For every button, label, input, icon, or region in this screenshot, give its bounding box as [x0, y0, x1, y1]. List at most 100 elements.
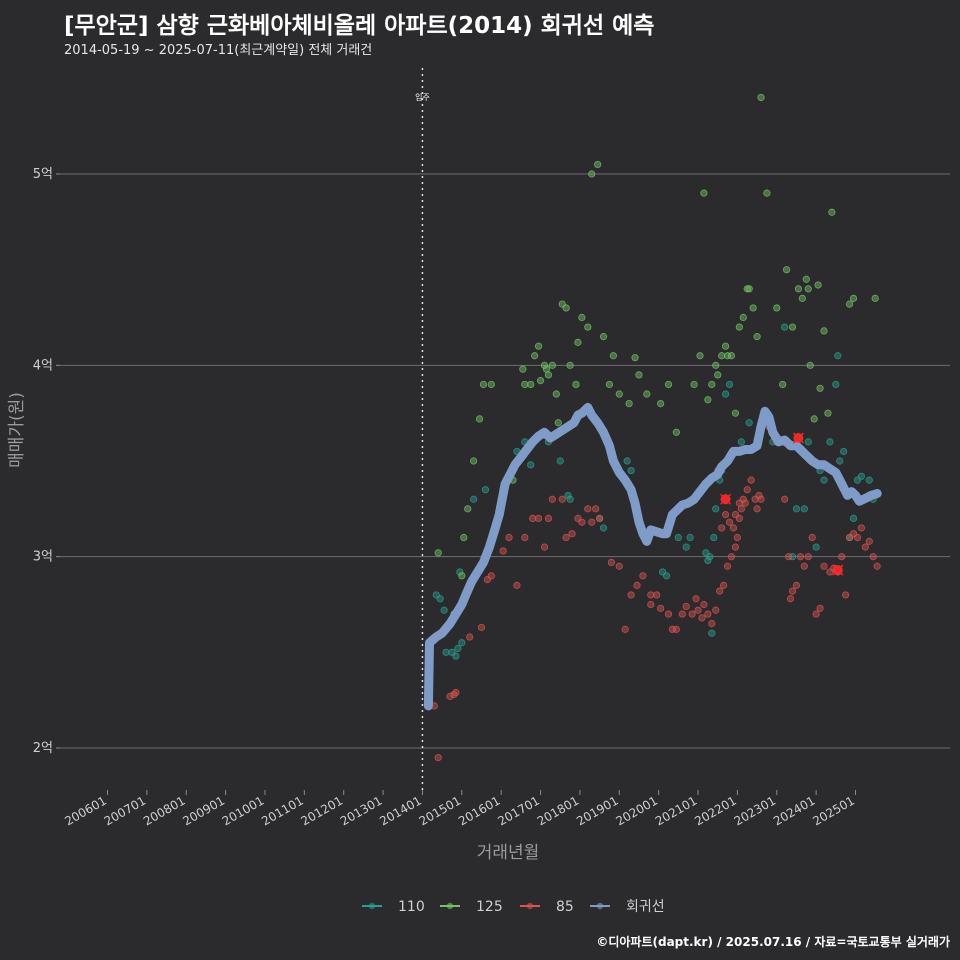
point-110 — [440, 606, 448, 614]
point-125 — [599, 333, 608, 341]
y-axis-ticks: 2억 3억 4억 5억 — [33, 167, 60, 756]
point-125 — [871, 294, 879, 302]
legend-label-2: 85 — [556, 899, 574, 915]
point-125 — [690, 380, 698, 389]
point-85 — [639, 572, 647, 580]
chart-title: [무안군] 삼향 근화베아체비올레 아파트(2014) 회귀선 예측 — [64, 13, 655, 39]
point-125 — [527, 380, 535, 389]
point-125 — [631, 354, 639, 362]
point-125 — [824, 409, 832, 417]
x-tick-label: 200701 — [102, 793, 149, 828]
point-125 — [712, 361, 720, 369]
point-85 — [853, 533, 862, 542]
point-125 — [552, 390, 560, 398]
point-125 — [594, 160, 602, 169]
legend-key-dot-2 — [526, 902, 534, 910]
point-125 — [721, 342, 730, 350]
point-85 — [857, 524, 866, 532]
point-85 — [657, 604, 665, 612]
regression-line — [423, 402, 882, 711]
point-85 — [723, 562, 732, 570]
point-125 — [788, 323, 797, 331]
point-125 — [635, 371, 643, 379]
point-85 — [540, 543, 549, 551]
point-125 — [566, 361, 574, 369]
point-125 — [779, 380, 787, 389]
point-125 — [657, 399, 665, 408]
point-110 — [452, 652, 460, 660]
move-in-label: 입주 — [415, 93, 430, 102]
x-axis-ticks: 2006012007012008012009012010012011012012… — [62, 790, 857, 829]
point-125 — [548, 361, 556, 369]
point-125 — [828, 208, 836, 216]
point-125 — [723, 352, 732, 360]
regression-path — [423, 402, 882, 711]
point-85 — [721, 510, 730, 519]
highlight-cross — [792, 432, 804, 444]
point-125 — [714, 371, 722, 379]
point-85 — [708, 620, 716, 628]
x-tick-label: 201301 — [338, 793, 385, 828]
point-85 — [700, 600, 708, 609]
y-tick-label: 3억 — [33, 550, 53, 565]
y-tick-label: 4억 — [33, 358, 53, 373]
highlight-cross — [832, 564, 844, 576]
point-125 — [845, 300, 854, 308]
point-110 — [682, 543, 690, 551]
point-85 — [647, 591, 655, 599]
point-125 — [802, 275, 810, 283]
point-85 — [607, 558, 616, 567]
point-85 — [755, 491, 763, 500]
point-110 — [812, 543, 820, 551]
point-125 — [749, 304, 757, 312]
x-tick-label: 201501 — [417, 793, 464, 828]
point-85 — [647, 600, 655, 609]
point-85 — [466, 633, 474, 641]
point-85 — [800, 562, 808, 570]
point-125 — [745, 285, 753, 293]
point-85 — [446, 692, 454, 700]
point-110 — [710, 533, 718, 542]
point-125 — [704, 396, 712, 404]
point-125 — [536, 377, 545, 385]
point-110 — [627, 466, 635, 475]
point-110 — [781, 323, 789, 331]
point-85 — [692, 595, 700, 603]
point-125 — [540, 361, 549, 369]
move-in-annotation: 입주 — [415, 68, 430, 790]
x-tick-label: 202201 — [692, 793, 739, 828]
x-tick-label: 202101 — [653, 793, 700, 828]
point-125 — [572, 380, 580, 389]
point-125 — [757, 93, 765, 102]
point-125 — [718, 352, 726, 360]
point-125 — [584, 323, 592, 331]
point-85 — [596, 514, 604, 523]
point-110 — [832, 380, 840, 389]
point-110 — [704, 556, 712, 565]
caption: ©디아파트(dapt.kr) / 2025.07.16 / 자료=국토교통부 실… — [596, 935, 950, 949]
y-tick-label: 5억 — [33, 167, 53, 182]
point-125 — [783, 266, 791, 274]
y-axis-title: 매매가(원) — [7, 392, 27, 468]
point-125 — [519, 365, 527, 373]
point-125 — [464, 505, 472, 513]
point-125 — [814, 281, 822, 289]
point-85 — [812, 610, 820, 618]
y-tick-label: 2억 — [33, 741, 53, 756]
point-110 — [527, 461, 535, 469]
legend-key-dot-3 — [596, 902, 604, 910]
point-110 — [857, 472, 866, 480]
point-110 — [804, 438, 812, 446]
point-85 — [842, 591, 850, 599]
point-110 — [800, 505, 808, 513]
point-125 — [615, 390, 623, 398]
point-85 — [544, 514, 553, 523]
point-125 — [753, 333, 761, 341]
point-125 — [810, 415, 818, 423]
point-85 — [838, 553, 846, 561]
point-85 — [434, 753, 442, 762]
point-125 — [806, 361, 814, 369]
point-110 — [706, 553, 714, 561]
point-85 — [757, 495, 765, 503]
